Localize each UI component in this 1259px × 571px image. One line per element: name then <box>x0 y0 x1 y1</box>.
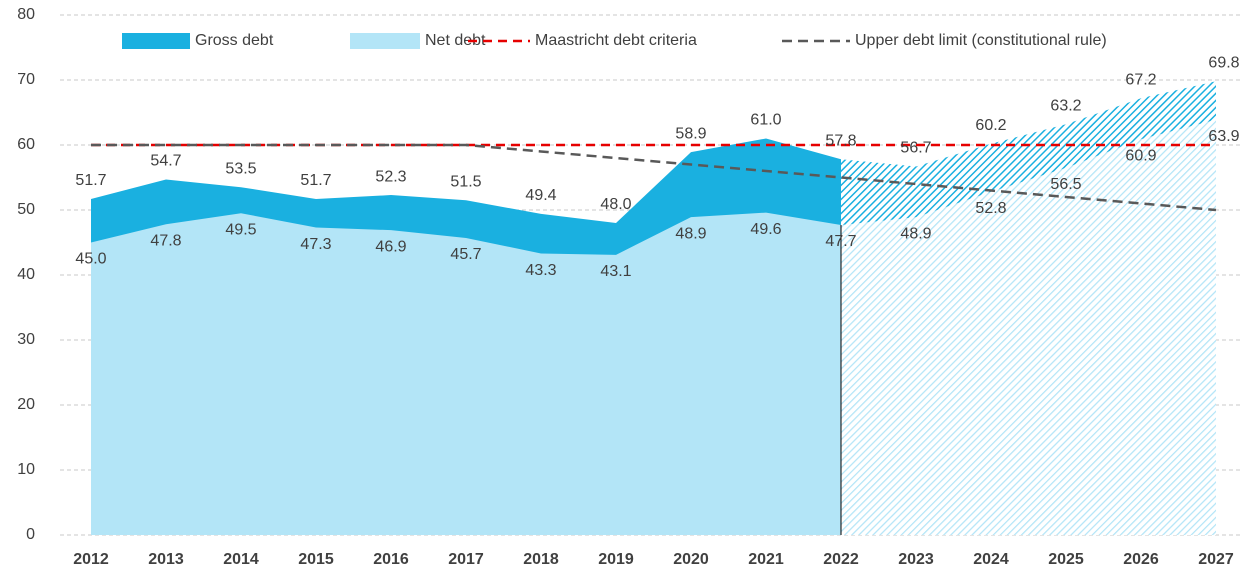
data-label: 60.2 <box>975 117 1006 134</box>
x-tick-label: 2026 <box>1123 551 1159 568</box>
legend-label: Upper debt limit (constitutional rule) <box>855 32 1107 49</box>
legend-swatch <box>350 33 420 49</box>
data-label: 49.5 <box>225 221 256 238</box>
data-label: 53.5 <box>225 160 256 177</box>
data-label: 48.9 <box>675 225 706 242</box>
legend-swatch <box>122 33 190 49</box>
data-label: 52.8 <box>975 200 1006 217</box>
legend-label: Net debt <box>425 32 486 49</box>
data-label: 63.9 <box>1208 128 1239 145</box>
data-label: 54.7 <box>150 153 181 170</box>
data-label: 56.7 <box>900 140 931 157</box>
data-label: 48.9 <box>900 225 931 242</box>
data-label: 58.9 <box>675 125 706 142</box>
x-tick-label: 2020 <box>673 551 709 568</box>
data-label: 47.8 <box>150 233 181 250</box>
data-label: 51.7 <box>75 172 106 189</box>
y-tick-label: 50 <box>17 201 35 218</box>
data-label: 48.0 <box>600 196 631 213</box>
x-tick-label: 2015 <box>298 551 334 568</box>
legend-label: Maastricht debt criteria <box>535 32 697 49</box>
reference-line <box>91 143 1217 212</box>
area-forecast <box>841 119 1216 535</box>
y-tick-label: 70 <box>17 71 35 88</box>
x-tick-label: 2014 <box>223 551 259 568</box>
data-label: 46.9 <box>375 238 406 255</box>
x-tick-label: 2027 <box>1198 551 1234 568</box>
x-tick-label: 2018 <box>523 551 559 568</box>
data-label: 49.6 <box>750 221 781 238</box>
data-label: 51.7 <box>300 172 331 189</box>
y-tick-label: 10 <box>17 461 35 478</box>
y-tick-label: 40 <box>17 266 35 283</box>
data-label: 47.3 <box>300 236 331 253</box>
data-label: 49.4 <box>525 187 556 204</box>
data-label: 60.9 <box>1125 147 1156 164</box>
x-tick-label: 2019 <box>598 551 634 568</box>
data-label: 43.3 <box>525 262 556 279</box>
data-label: 52.3 <box>375 168 406 185</box>
x-tick-label: 2023 <box>898 551 934 568</box>
x-tick-label: 2013 <box>148 551 184 568</box>
data-label: 63.2 <box>1050 97 1081 114</box>
y-tick-label: 0 <box>26 526 35 543</box>
data-label: 67.2 <box>1125 71 1156 88</box>
data-label: 51.5 <box>450 173 481 190</box>
legend-label: Gross debt <box>195 32 274 49</box>
data-label: 56.5 <box>1050 176 1081 193</box>
y-tick-label: 80 <box>17 6 35 23</box>
x-tick-label: 2016 <box>373 551 409 568</box>
y-tick-label: 20 <box>17 396 35 413</box>
x-tick-label: 2017 <box>448 551 484 568</box>
data-label: 45.0 <box>75 251 106 268</box>
y-tick-label: 60 <box>17 136 35 153</box>
data-label: 69.8 <box>1208 55 1239 72</box>
y-tick-label: 30 <box>17 331 35 348</box>
data-label: 57.8 <box>825 133 856 150</box>
x-tick-label: 2022 <box>823 551 859 568</box>
data-label: 45.7 <box>450 246 481 263</box>
x-tick-label: 2024 <box>973 551 1009 568</box>
data-label: 47.7 <box>825 233 856 250</box>
x-tick-label: 2012 <box>73 551 109 568</box>
x-tick-label: 2025 <box>1048 551 1084 568</box>
area <box>91 212 841 535</box>
data-label: 61.0 <box>750 112 781 129</box>
x-tick-label: 2021 <box>748 551 784 568</box>
data-label: 43.1 <box>600 263 631 280</box>
